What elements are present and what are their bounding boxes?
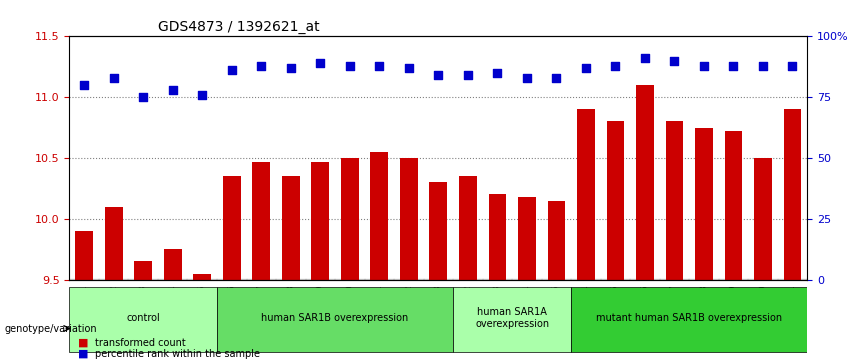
Point bbox=[343, 62, 357, 68]
Bar bbox=[76, 231, 93, 280]
Point bbox=[254, 62, 268, 68]
Bar bbox=[282, 176, 299, 280]
Bar bbox=[607, 122, 624, 280]
Bar bbox=[194, 274, 211, 280]
Point bbox=[756, 62, 770, 68]
Bar bbox=[135, 261, 152, 280]
Point bbox=[313, 60, 327, 66]
Text: genotype/variation: genotype/variation bbox=[4, 323, 97, 334]
FancyBboxPatch shape bbox=[69, 287, 217, 352]
Text: ■: ■ bbox=[78, 349, 89, 359]
Text: ■: ■ bbox=[78, 338, 89, 348]
Bar bbox=[666, 122, 683, 280]
Text: human SAR1B overexpression: human SAR1B overexpression bbox=[261, 313, 409, 323]
Bar bbox=[518, 197, 536, 280]
Point bbox=[372, 62, 386, 68]
Bar bbox=[223, 176, 240, 280]
Text: human SAR1A
overexpression: human SAR1A overexpression bbox=[475, 307, 549, 329]
Point bbox=[638, 55, 652, 61]
Point bbox=[579, 65, 593, 71]
Text: transformed count: transformed count bbox=[95, 338, 187, 348]
Bar bbox=[725, 131, 742, 280]
Point bbox=[166, 87, 180, 93]
Bar bbox=[253, 162, 270, 280]
Bar bbox=[371, 152, 388, 280]
Point bbox=[667, 58, 681, 64]
Point bbox=[431, 72, 445, 78]
FancyBboxPatch shape bbox=[453, 287, 571, 352]
FancyBboxPatch shape bbox=[217, 287, 453, 352]
Text: mutant human SAR1B overexpression: mutant human SAR1B overexpression bbox=[596, 313, 782, 323]
Point bbox=[195, 92, 209, 98]
Bar bbox=[489, 195, 506, 280]
Point bbox=[402, 65, 416, 71]
Bar bbox=[548, 201, 565, 280]
Point bbox=[284, 65, 298, 71]
Text: GDS4873 / 1392621_at: GDS4873 / 1392621_at bbox=[158, 20, 319, 34]
FancyBboxPatch shape bbox=[571, 287, 807, 352]
Bar bbox=[459, 176, 477, 280]
Bar bbox=[695, 127, 713, 280]
Point bbox=[225, 68, 239, 73]
Text: control: control bbox=[127, 313, 160, 323]
Point bbox=[490, 70, 504, 76]
Bar bbox=[164, 249, 181, 280]
Bar bbox=[577, 109, 595, 280]
Point bbox=[77, 82, 91, 88]
Point bbox=[727, 62, 740, 68]
Text: percentile rank within the sample: percentile rank within the sample bbox=[95, 349, 260, 359]
Bar bbox=[430, 182, 447, 280]
Bar bbox=[312, 162, 329, 280]
Bar bbox=[400, 158, 418, 280]
Point bbox=[697, 62, 711, 68]
Point bbox=[608, 62, 622, 68]
Point bbox=[549, 75, 563, 81]
Point bbox=[461, 72, 475, 78]
Point bbox=[107, 75, 121, 81]
Point bbox=[136, 94, 150, 100]
Point bbox=[520, 75, 534, 81]
Point bbox=[786, 62, 799, 68]
Bar bbox=[784, 109, 801, 280]
Bar bbox=[636, 85, 654, 280]
Bar bbox=[754, 158, 772, 280]
Bar bbox=[105, 207, 122, 280]
Bar bbox=[341, 158, 358, 280]
